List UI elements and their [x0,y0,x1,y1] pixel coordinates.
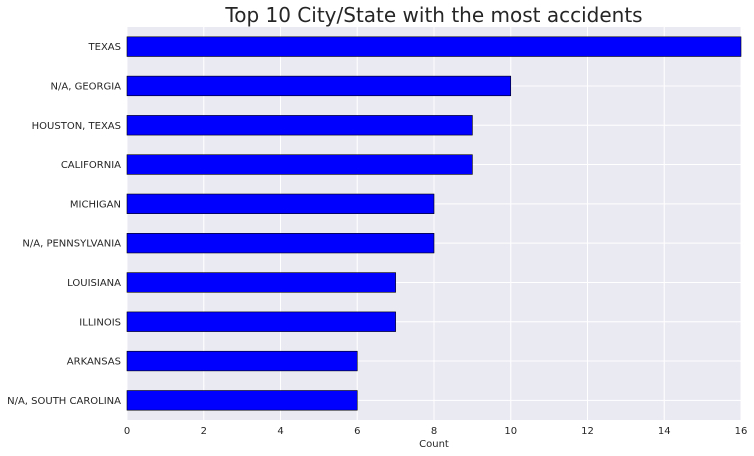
y-tick-label: MICHIGAN [70,199,121,210]
bar [126,390,358,411]
bar [126,272,396,293]
x-tick-label: 0 [124,426,130,437]
y-tick-label: ILLINOIS [79,317,121,328]
bars [126,36,742,411]
bar [126,154,473,175]
x-tick-labels: 0 2 4 6 8 10 12 14 16 [124,426,748,437]
x-axis-label: Count [419,439,449,450]
y-tick-label: TEXAS [88,42,121,53]
x-tick-label: 10 [504,426,517,437]
y-tick-labels: TEXAS N/A, GEORGIA HOUSTON, TEXAS CALIFORNI… [7,42,121,407]
x-tick-label: 12 [581,426,594,437]
y-tick-label: LOUISIANA [67,278,121,289]
x-tick-label: 2 [201,426,207,437]
bar [126,193,435,214]
bar [126,233,435,254]
y-tick-label: ARKANSAS [67,357,121,368]
y-tick-label: N/A, SOUTH CAROLINA [7,396,121,407]
x-tick-label: 8 [431,426,437,437]
y-tick-label: N/A, GEORGIA [51,81,122,92]
x-tick-label: 6 [354,426,360,437]
bar [126,350,358,372]
y-tick-label: HOUSTON, TEXAS [32,121,121,132]
bar [126,311,396,332]
bar [126,75,512,97]
bar [126,115,473,136]
x-tick-label: 14 [658,426,671,437]
chart-title: Top 10 City/State with the most accident… [224,3,642,27]
x-tick-label: 4 [277,426,283,437]
y-tick-label: N/A, PENNSYLVANIA [22,239,121,250]
y-tick-label: CALIFORNIA [61,160,121,171]
bar [126,36,742,57]
x-tick-label: 16 [735,426,748,437]
